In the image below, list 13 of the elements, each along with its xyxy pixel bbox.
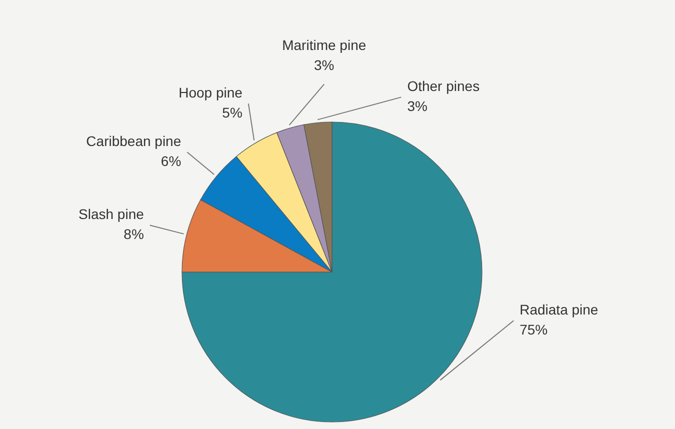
pie-slice [182,122,482,422]
slice-label: Hoop pine [178,84,243,101]
data-label: 8% [124,226,144,242]
slice-label: Caribbean pine [86,133,182,150]
slice-label: Other pines [407,78,480,94]
slice-label: Maritime pine [282,37,366,54]
slice-label: Slash pine [78,206,144,222]
data-label: 6% [160,153,182,170]
slice-label: Radiata pine [520,302,598,318]
data-label: 5% [222,104,242,121]
data-label: 75% [520,322,548,338]
data-label: 3% [314,57,334,74]
data-label: 3% [407,98,428,114]
